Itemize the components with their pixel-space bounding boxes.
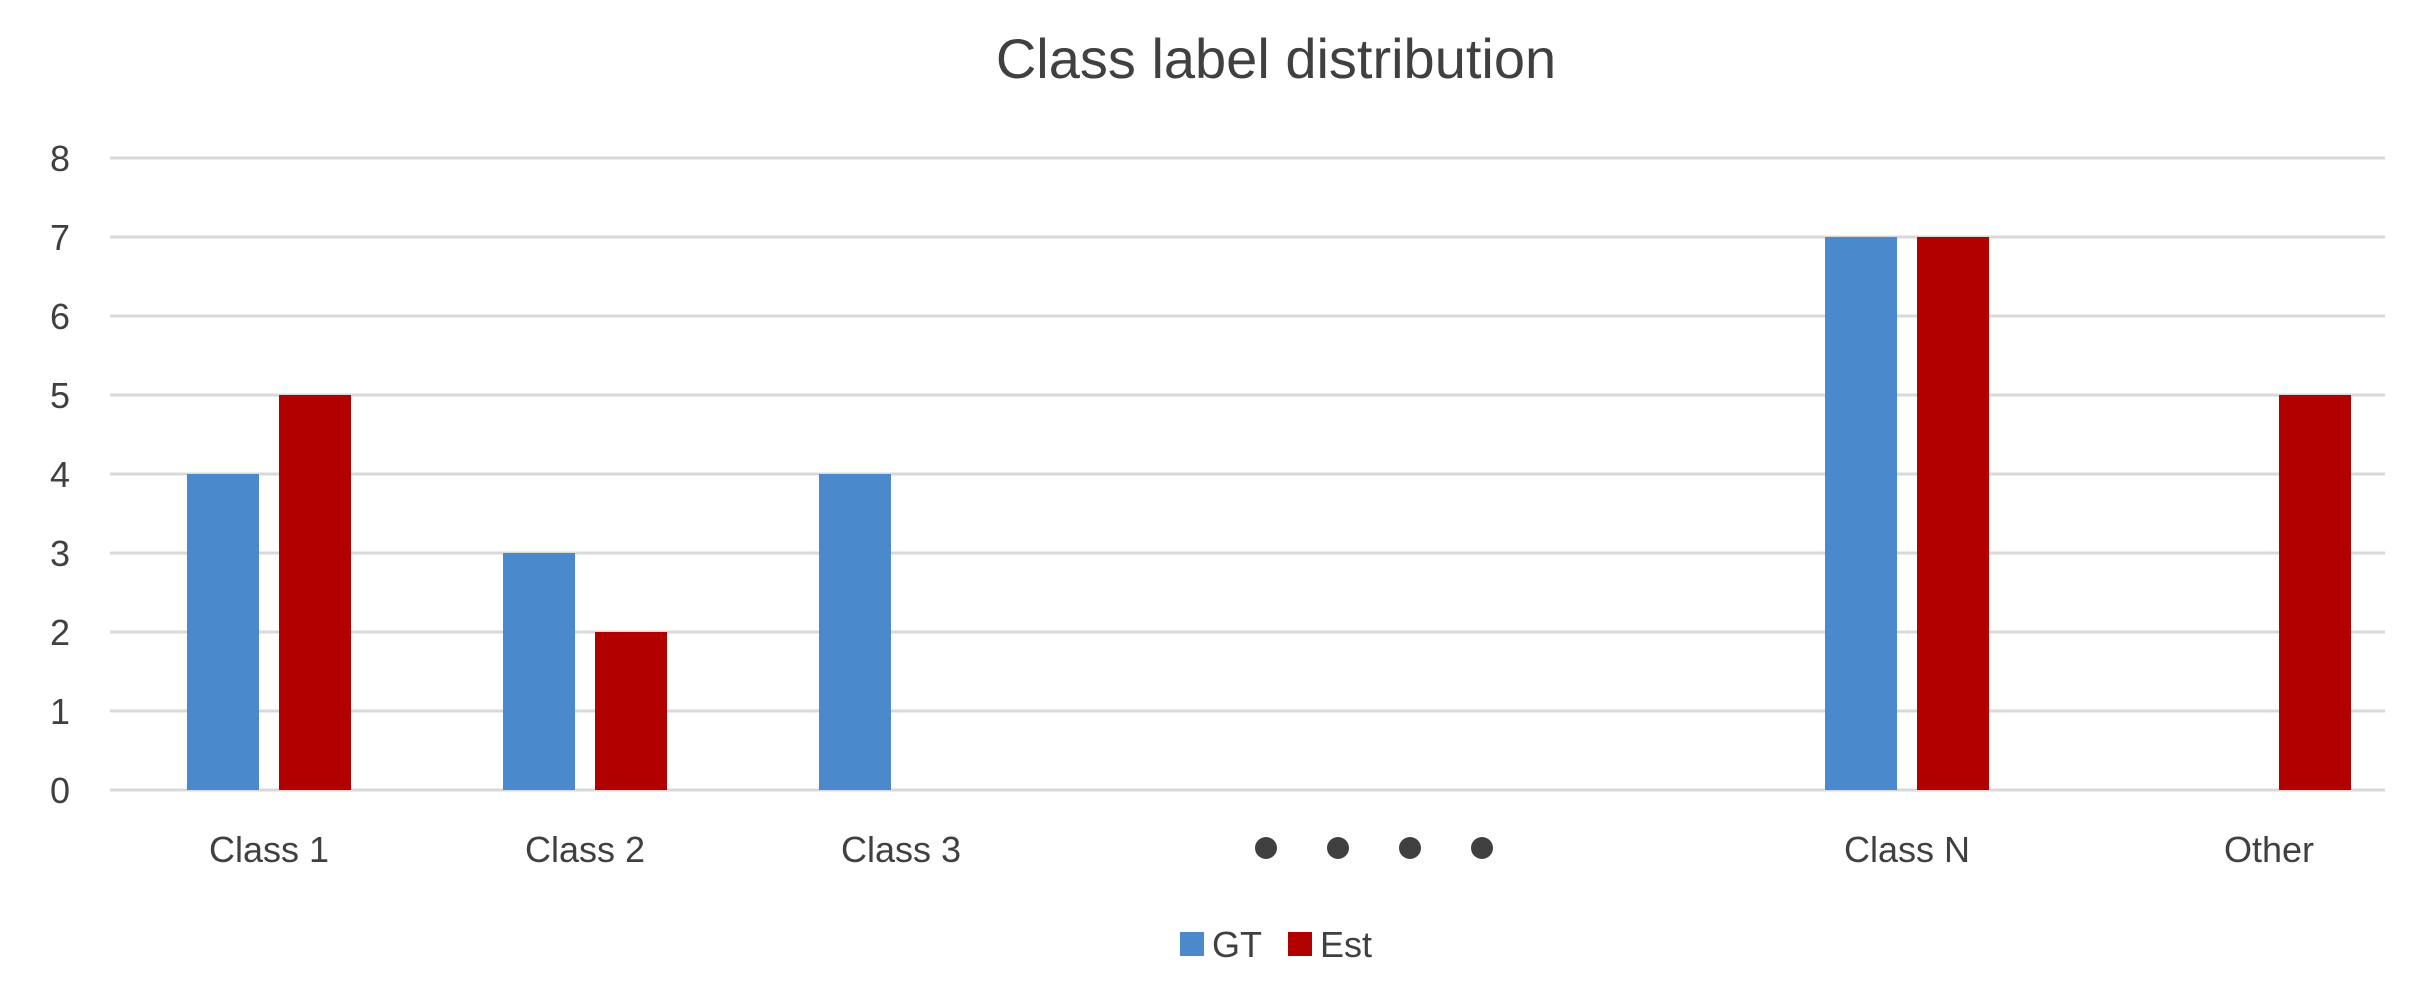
y-tick-label: 0	[50, 770, 70, 811]
bar-est-class-1	[279, 395, 351, 790]
bar-gt-class-3	[819, 474, 891, 790]
ellipsis-dot	[1327, 837, 1349, 859]
y-axis-ticks: 0 1 2 3 4 5 6 7 8	[50, 138, 70, 811]
bar-gt-class-2	[503, 553, 575, 790]
x-tick-label: Class 3	[841, 829, 961, 870]
category-ellipsis	[1255, 837, 1493, 859]
ellipsis-dot	[1255, 837, 1277, 859]
x-tick-label: Class 2	[525, 829, 645, 870]
y-tick-label: 7	[50, 217, 70, 258]
legend-swatch-gt	[1180, 932, 1204, 956]
y-tick-label: 8	[50, 138, 70, 179]
chart-title: Class label distribution	[996, 27, 1556, 90]
y-tick-label: 1	[50, 691, 70, 732]
x-axis-ticks: Class 1 Class 2 Class 3 Class N Other	[209, 829, 2314, 870]
gridlines	[110, 156, 2385, 792]
legend-swatch-est	[1288, 932, 1312, 956]
x-tick-label: Class 1	[209, 829, 329, 870]
legend: GT Est	[1180, 924, 1372, 965]
bar-est-class-2	[595, 632, 667, 790]
y-tick-label: 3	[50, 533, 70, 574]
y-tick-label: 6	[50, 296, 70, 337]
bar-est-class-n	[1917, 237, 1989, 790]
bar-est-other	[2279, 395, 2351, 790]
legend-label-est: Est	[1320, 924, 1372, 965]
bars	[187, 237, 2351, 790]
bar-gt-class-n	[1825, 237, 1897, 790]
y-tick-label: 4	[50, 454, 70, 495]
ellipsis-dot	[1399, 837, 1421, 859]
y-tick-label: 5	[50, 375, 70, 416]
x-tick-label: Class N	[1844, 829, 1970, 870]
y-tick-label: 2	[50, 612, 70, 653]
ellipsis-dot	[1471, 837, 1493, 859]
bar-gt-class-1	[187, 474, 259, 790]
legend-label-gt: GT	[1212, 924, 1262, 965]
x-tick-label: Other	[2224, 829, 2314, 870]
